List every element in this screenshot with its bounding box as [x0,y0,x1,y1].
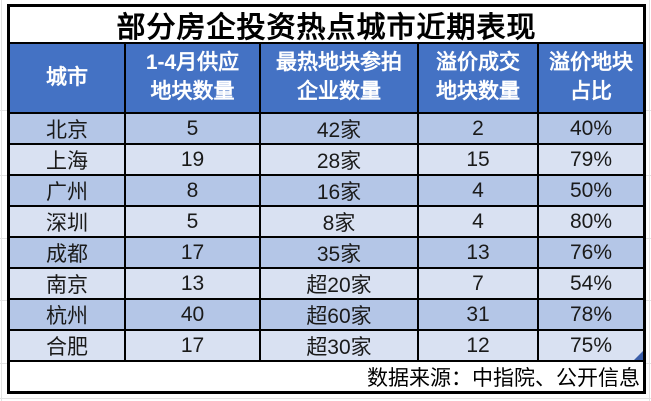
header-line: 占比 [570,80,612,103]
header-line: 地块数量 [436,80,520,103]
cell-premium-count: 13 [419,238,537,267]
column-header-supply: 1-4月供应 地块数量 [126,44,259,112]
header-line: 企业数量 [297,80,381,103]
cell-city: 北京 [10,114,124,143]
cell-bidders: 16家 [261,176,417,205]
header-line: 最热地块参拍 [276,51,402,75]
cell-premium-count: 31 [419,300,537,329]
cell-premium-share: 75% [539,331,643,360]
cell-premium-share: 79% [539,145,643,174]
cell-supply: 13 [126,269,259,298]
cell-bidders: 28家 [261,145,417,174]
cell-bidders: 42家 [261,114,417,143]
spreadsheet-gridline [1,0,2,401]
cell-supply: 5 [126,114,259,143]
cell-supply: 5 [126,207,259,236]
cell-city: 广州 [10,176,124,205]
cell-premium-share: 78% [539,300,643,329]
cell-value: 75% [569,333,613,357]
cell-city: 南京 [10,269,124,298]
header-line: 溢价地块 [549,51,633,75]
cell-premium-share: 54% [539,269,643,298]
cell-premium-count: 4 [419,207,537,236]
cell-bidders: 35家 [261,238,417,267]
cell-city: 成都 [10,238,124,267]
cell-premium-count: 12 [419,331,537,360]
cell-bidders: 超30家 [261,331,417,360]
cell-supply: 8 [126,176,259,205]
blue-corner-marker-icon [634,351,643,360]
cell-supply: 19 [126,145,259,174]
header-line: 城市 [46,65,88,89]
spreadsheet-gridline [0,398,651,399]
header-line: 1-4月供应 [145,51,240,75]
column-header-premium-share: 溢价地块 占比 [539,44,643,112]
cell-city: 深圳 [10,207,124,236]
cell-city: 上海 [10,145,124,174]
city-land-investment-table: 部分房企投资热点城市近期表现 城市 1-4月供应 地块数量 最热地块参拍 企业数… [7,4,646,394]
column-header-bidders: 最热地块参拍 企业数量 [261,44,417,112]
cell-premium-share: 40% [539,114,643,143]
cell-supply: 17 [126,238,259,267]
cell-city: 合肥 [10,331,124,360]
spreadsheet-gridline [649,0,650,401]
cell-premium-count: 7 [419,269,537,298]
cell-premium-count: 4 [419,176,537,205]
cell-supply: 17 [126,331,259,360]
cell-premium-share: 50% [539,176,643,205]
column-header-city: 城市 [10,44,124,112]
table-title: 部分房企投资热点城市近期表现 [10,7,643,42]
header-line: 地块数量 [150,80,235,103]
cell-supply: 40 [126,300,259,329]
data-source-note: 数据来源：中指院、公开信息 [10,362,643,391]
cell-premium-share: 76% [539,238,643,267]
cell-premium-share: 80% [539,207,643,236]
cell-premium-count: 15 [419,145,537,174]
cell-bidders: 超20家 [261,269,417,298]
column-header-premium-count: 溢价成交 地块数量 [419,44,537,112]
cell-bidders: 8家 [261,207,417,236]
header-line: 溢价成交 [436,51,520,75]
cell-bidders: 超60家 [261,300,417,329]
cell-premium-count: 2 [419,114,537,143]
cell-city: 杭州 [10,300,124,329]
